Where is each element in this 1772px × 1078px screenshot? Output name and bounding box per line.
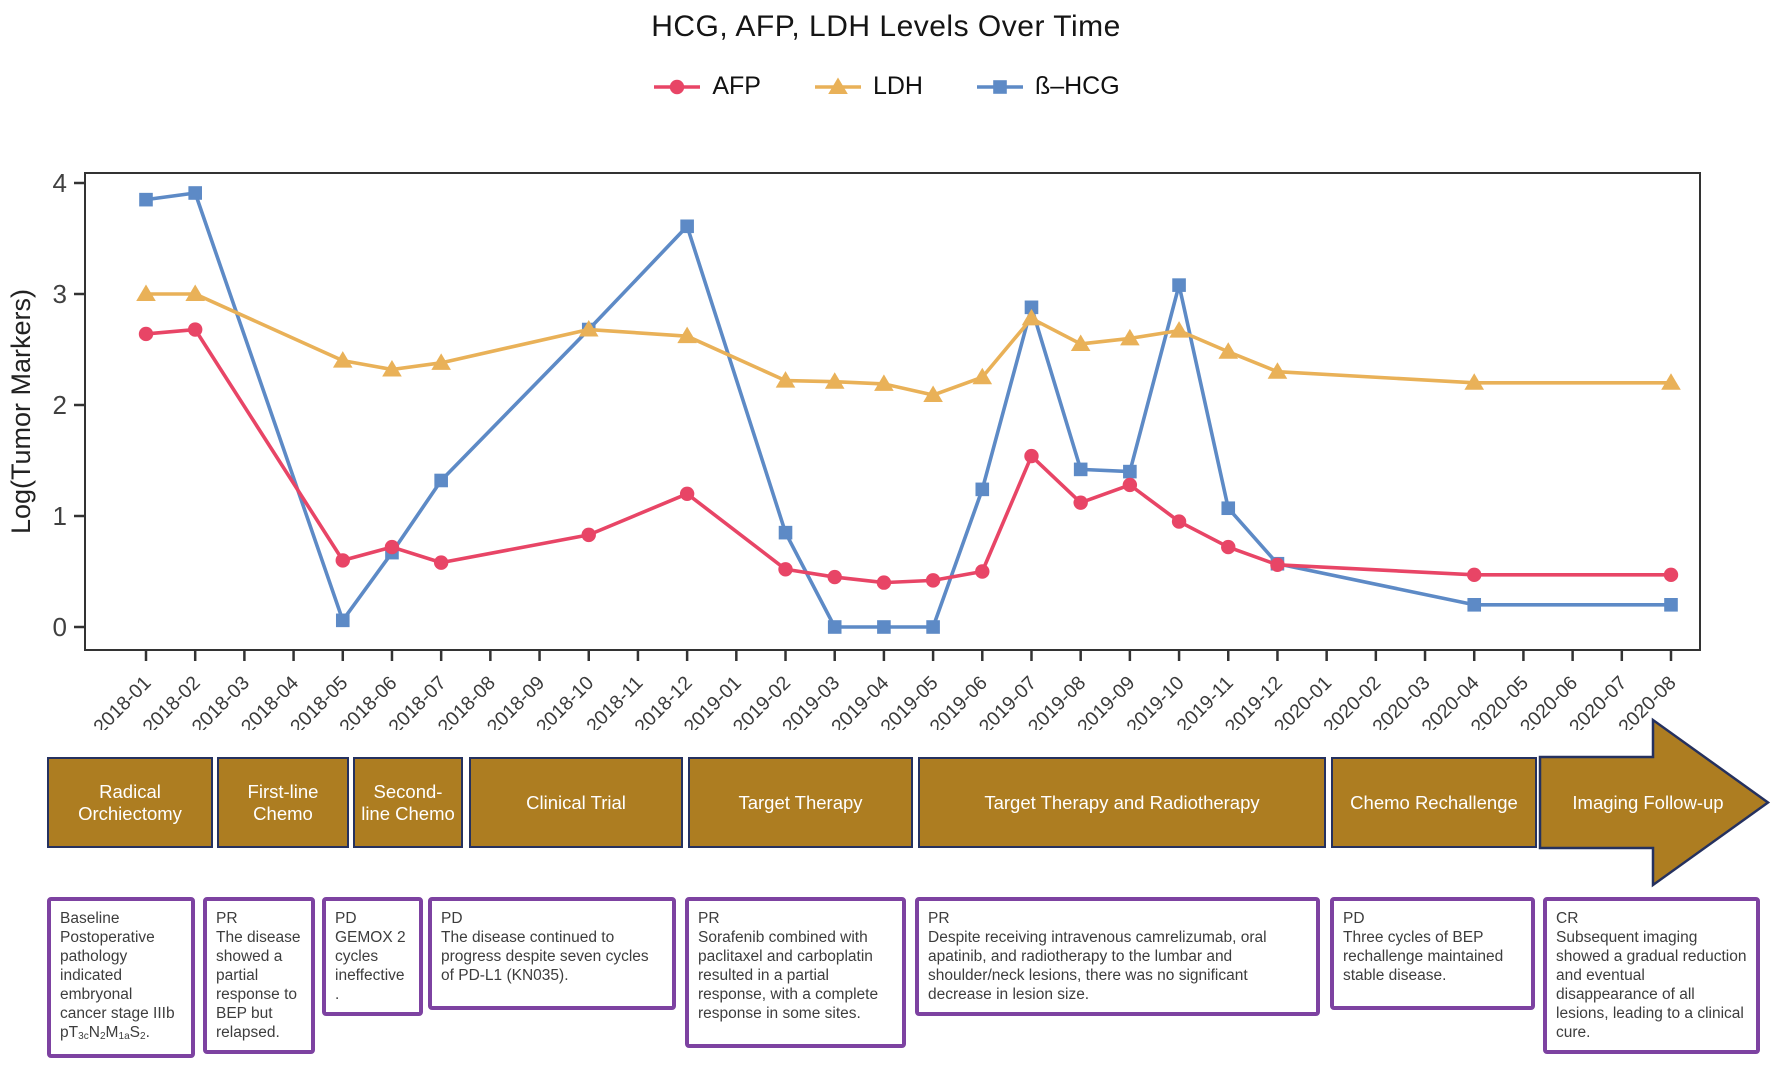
timeline-segment-chemo-rechallenge: Chemo Rechallenge (1331, 757, 1537, 848)
legend-label: ß–HCG (1034, 72, 1120, 100)
annotation-title: CR (1556, 910, 1579, 927)
annotation-title: PD (335, 910, 357, 927)
annotation-title: PD (441, 910, 463, 927)
y-tick-label: 2 (53, 390, 67, 420)
timeline-segment-label: Imaging Follow-up (1572, 791, 1724, 813)
annotation-body: The disease continued to progress despit… (441, 929, 649, 984)
legend-label: LDH (872, 72, 923, 100)
timeline-segment-label: Second-line Chemo (361, 781, 455, 824)
annotation-body: Subsequent imaging showed a gradual redu… (1556, 929, 1747, 1041)
timeline-segment-label: Target Therapy (738, 791, 863, 813)
y-tick-label: 4 (53, 168, 67, 198)
series-ldh (136, 284, 1681, 403)
series-afp (138, 322, 1679, 590)
annotation-body: Three cycles of BEP rechallenge maintain… (1343, 929, 1504, 984)
annotation-box-pd-3: PD GEMOX 2 cycles ineffective . (322, 897, 423, 1016)
annotation-box-cr-8: CR Subsequent imaging showed a gradual re… (1543, 897, 1760, 1054)
legend-item-hcg: ß–HCG (975, 72, 1120, 101)
annotation-box-pr-6: PR Despite receiving intravenous camreliz… (915, 897, 1320, 1016)
annotation-box-pd-4: PD The disease continued to progress desp… (428, 897, 676, 1010)
timeline-segment-imaging-follow-up: Imaging Follow-up (1548, 757, 1748, 848)
legend-triangle-icon (814, 77, 861, 94)
annotation-title: PR (928, 910, 950, 927)
timeline-segment-label: Clinical Trial (526, 791, 626, 813)
y-tick-label: 1 (53, 501, 67, 531)
annotation-box-baseline-1: Baseline Postoperative pathology indicate… (47, 897, 195, 1059)
timeline-segment-target-therapy: Target Therapy (688, 757, 913, 848)
timeline-segment-label: Target Therapy and Radiotherapy (984, 791, 1260, 813)
chart-title: HCG, AFP, LDH Levels Over Time (651, 10, 1121, 43)
y-tick-label: 0 (53, 612, 67, 642)
legend-square-icon (976, 79, 1023, 94)
legend-circle-icon (654, 79, 701, 94)
annotation-title: Baseline (60, 910, 120, 927)
timeline-segment-label: Radical Orchiectomy (78, 781, 182, 824)
annotation-body: GEMOX 2 cycles ineffective . (335, 929, 406, 1003)
legend-item-afp: AFP (652, 72, 761, 101)
timeline-segment-clinical-trial: Clinical Trial (469, 757, 683, 848)
annotation-body: Postoperative pathology indicated embryo… (60, 929, 175, 1043)
timeline-segment-first-line-chemo: First-line Chemo (217, 757, 349, 848)
annotation-title: PR (698, 910, 720, 927)
timeline-segment-target-therapy-and-radiotherapy: Target Therapy and Radiotherapy (918, 757, 1326, 848)
timeline-arrow (1538, 717, 1771, 888)
annotation-body: The disease showed a partial response to… (216, 929, 301, 1041)
timeline-segment-label: Chemo Rechallenge (1350, 791, 1518, 813)
legend-item-ldh: LDH (813, 72, 923, 101)
y-tick-label: 3 (53, 279, 67, 309)
annotation-box-pr-2: PR The disease showed a partial response … (203, 897, 315, 1054)
timeline-segment-second-line-chemo: Second-line Chemo (353, 757, 463, 848)
annotation-title: PD (1343, 910, 1365, 927)
timeline-segment-label: First-line Chemo (247, 781, 319, 824)
legend-label: AFP (712, 72, 761, 100)
legend: AFP LDH ß–HCG (0, 72, 1772, 101)
timeline-segment-radical-orchiectomy: Radical Orchiectomy (47, 757, 213, 848)
annotation-box-pd-7: PD Three cycles of BEP rechallenge mainta… (1330, 897, 1535, 1010)
annotation-title: PR (216, 910, 238, 927)
annotation-body: Sorafenib combined with paclitaxel and c… (698, 929, 879, 1022)
annotation-body: Despite receiving intravenous camrelizum… (928, 929, 1267, 1003)
annotation-box-pr-5: PR Sorafenib combined with paclitaxel and… (685, 897, 906, 1048)
y-axis-label: Log(Tumor Markers) (6, 289, 36, 534)
